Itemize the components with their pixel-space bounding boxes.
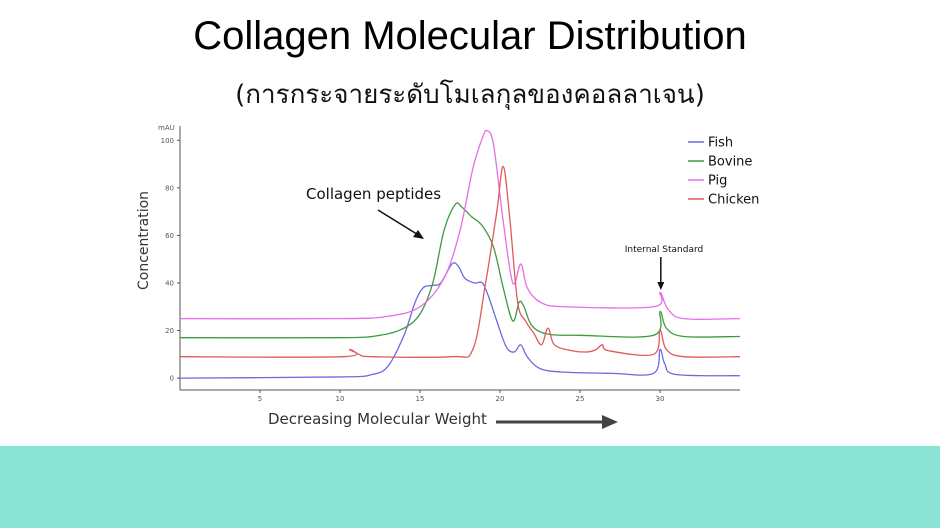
y-axis-unit: mAU [158,124,175,132]
x-axis-label: Decreasing Molecular Weight [268,410,487,428]
x-tick-label: 5 [258,395,262,403]
page-subtitle: (การกระจายระดับโมเลกุลของคอลลาเจน) [235,80,705,110]
y-tick-label: 100 [161,137,174,145]
page-title: Collagen Molecular Distribution [193,14,747,58]
series-line-chicken [179,165,741,358]
series-line-pig [179,129,741,320]
y-tick-label: 60 [165,232,174,240]
legend-label-bovine: Bovine [708,155,752,170]
internal-standard-arrowhead [657,282,665,290]
legend-label-fish: Fish [708,136,733,151]
x-tick-label: 10 [336,395,345,403]
series-line-bovine [179,202,741,339]
chromatogram-chart: mAU 0 20 40 60 80 100 5 10 15 20 25 30 Collagen pept… [158,124,759,403]
y-tick-label: 40 [165,279,174,287]
y-tick-label: 20 [165,327,174,335]
legend-label-chicken: Chicken [708,193,759,208]
annotation-internal-standard: Internal Standard [625,245,704,255]
annotation-collagen-peptides: Collagen peptides [306,185,441,203]
x-axis-direction-arrow-icon [496,415,618,429]
footer-band [0,446,940,528]
x-tick-label: 20 [496,395,505,403]
x-tick-label: 30 [656,395,665,403]
legend-label-pig: Pig [708,174,727,189]
annotation-arrow [377,209,421,237]
series-line-fish [179,262,741,379]
y-tick-label: 0 [170,375,174,383]
x-tick-label: 25 [576,395,585,403]
x-tick-label: 15 [416,395,425,403]
annotation-arrowhead [413,230,424,239]
y-tick-label: 80 [165,184,174,192]
